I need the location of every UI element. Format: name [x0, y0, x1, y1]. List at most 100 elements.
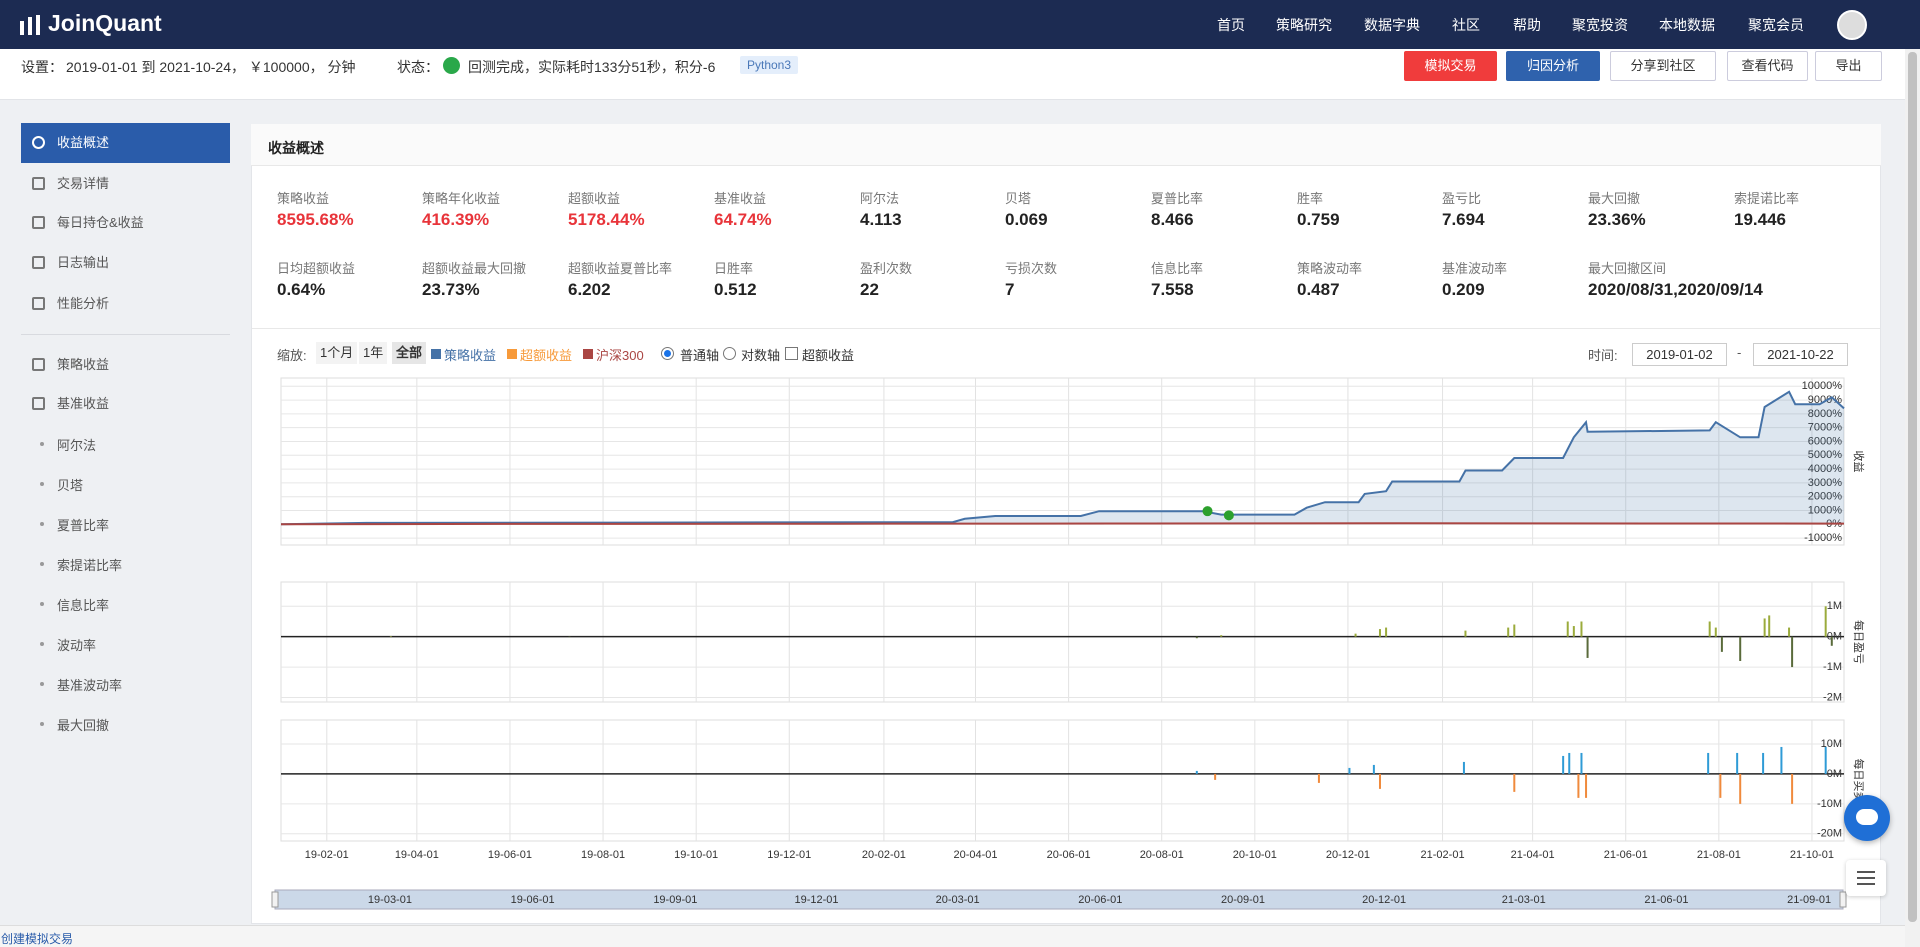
metric-label: 夏普比率 — [1151, 191, 1204, 206]
radio[interactable] — [723, 347, 736, 360]
metric-value: 5178.44% — [568, 210, 645, 229]
excess-option[interactable]: 超额收益 — [802, 348, 855, 363]
legend-entry[interactable]: 超额收益 — [520, 348, 573, 363]
nav-item[interactable]: 聚宽投资 — [1572, 17, 1628, 33]
metric-label: 最大回撤区间 — [1588, 261, 1667, 276]
metric-value: 0.209 — [1442, 280, 1485, 299]
metric-label: 超额收益最大回撤 — [422, 261, 527, 276]
bullet — [40, 642, 44, 646]
sidebar-subitem[interactable]: 阿尔法 — [57, 438, 97, 453]
nav-item[interactable]: 数据字典 — [1364, 17, 1420, 33]
panel-title: 收益概述 — [268, 140, 324, 156]
zoom-label: 缩放: — [277, 348, 307, 363]
divider — [252, 328, 1880, 329]
metric-label: 日均超额收益 — [277, 261, 356, 276]
sidebar-subitem[interactable]: 信息比率 — [57, 598, 110, 613]
metric-label: 盈利次数 — [860, 261, 913, 276]
status-icon — [443, 57, 460, 74]
sidebar-subitem[interactable]: 基准波动率 — [57, 678, 123, 693]
sidebar-subitem[interactable]: 贝塔 — [57, 478, 84, 493]
icon — [32, 397, 45, 410]
metric-value: 6.202 — [568, 280, 611, 299]
start-date[interactable]: 2019-01-02 — [1632, 343, 1727, 366]
sidebar-item[interactable]: 性能分析 — [21, 284, 230, 324]
radio[interactable] — [661, 347, 674, 360]
metric-label: 索提诺比率 — [1734, 191, 1800, 206]
metric-value: 0.512 — [714, 280, 757, 299]
end-date[interactable]: 2021-10-22 — [1753, 343, 1848, 366]
metric-value: 7.558 — [1151, 280, 1194, 299]
checkbox[interactable] — [785, 347, 798, 360]
footer-link[interactable]: 创建模拟交易 — [1, 932, 74, 946]
status-bar: 创建模拟交易 — [0, 925, 1905, 947]
metric-value: 23.73% — [422, 280, 480, 299]
bullet — [40, 682, 44, 686]
metric-value: 0.069 — [1005, 210, 1048, 229]
bullet — [40, 722, 44, 726]
icon — [32, 177, 45, 190]
sidebar-item[interactable]: 基准收益 — [21, 384, 230, 424]
legend-entry[interactable]: 策略收益 — [444, 348, 497, 363]
metric-value: 22 — [860, 280, 879, 299]
legend-swatch — [507, 349, 517, 359]
sidebar-item[interactable]: 策略收益 — [21, 345, 230, 385]
metric-value: 8595.68% — [277, 210, 354, 229]
nav-item[interactable]: 首页 — [1217, 17, 1245, 33]
sidebar-subitem[interactable]: 夏普比率 — [57, 518, 110, 533]
logo-icon — [20, 15, 40, 35]
attribution-button[interactable]: 归因分析 — [1506, 51, 1600, 81]
settings-text: 2019-01-01 到 2021-10-24， ￥100000， 分钟 — [66, 59, 356, 75]
status-label: 状态： — [397, 59, 439, 75]
zoom-button[interactable]: 1个月 — [316, 342, 358, 364]
nav-item[interactable]: 帮助 — [1513, 17, 1541, 33]
avatar[interactable] — [1837, 10, 1867, 40]
sidebar-subitem[interactable]: 最大回撤 — [57, 718, 110, 733]
sidebar-item[interactable]: 日志输出 — [21, 243, 230, 283]
metric-value: 0.64% — [277, 280, 326, 299]
metric-label: 胜率 — [1297, 191, 1324, 206]
axis-option[interactable]: 对数轴 — [741, 348, 781, 363]
share-button[interactable]: 分享到社区 — [1610, 51, 1716, 81]
metric-value: 0.759 — [1297, 210, 1340, 229]
scrollbar-thumb[interactable] — [1908, 52, 1917, 922]
bullet — [40, 562, 44, 566]
metric-label: 信息比率 — [1151, 261, 1204, 276]
nav-item[interactable]: 本地数据 — [1659, 17, 1715, 33]
zoom-button[interactable]: 1年 — [359, 342, 388, 364]
bullet — [40, 522, 44, 526]
sidebar-item[interactable]: 交易详情 — [21, 164, 230, 204]
metric-value: 0.487 — [1297, 280, 1340, 299]
metric-label: 超额收益 — [568, 191, 621, 206]
nav-item[interactable]: 策略研究 — [1276, 17, 1332, 33]
view-code-button[interactable]: 查看代码 — [1727, 51, 1808, 81]
icon — [32, 297, 45, 310]
settings-label: 设置： — [21, 59, 63, 75]
metric-value: 8.466 — [1151, 210, 1194, 229]
legend-entry[interactable]: 沪深300 — [596, 348, 644, 363]
nav-item[interactable]: 聚宽会员 — [1748, 17, 1804, 33]
sidebar-subitem[interactable]: 波动率 — [57, 638, 97, 653]
sim-trade-button[interactable]: 模拟交易 — [1404, 51, 1497, 81]
sidebar-item[interactable]: 每日持仓&收益 — [21, 203, 230, 243]
lang-badge: Python3 — [740, 56, 799, 74]
menu-button[interactable] — [1846, 860, 1886, 896]
legend-swatch — [583, 349, 593, 359]
nav-item[interactable]: 社区 — [1452, 17, 1480, 33]
metric-label: 基准波动率 — [1442, 261, 1508, 276]
sidebar-subitem[interactable]: 索提诺比率 — [57, 558, 123, 573]
metric-label: 基准收益 — [714, 191, 767, 206]
legend-swatch — [431, 349, 441, 359]
logo[interactable]: JoinQuant — [48, 10, 162, 36]
metric-value: 23.36% — [1588, 210, 1646, 229]
chat-button[interactable] — [1844, 795, 1890, 841]
icon — [32, 256, 45, 269]
bullet — [40, 602, 44, 606]
axis-option[interactable]: 普通轴 — [680, 348, 720, 363]
export-button[interactable]: 导出 — [1815, 51, 1882, 81]
metric-label: 策略年化收益 — [422, 191, 501, 206]
bullet — [40, 442, 44, 446]
metric-label: 超额收益夏普比率 — [568, 261, 673, 276]
sidebar-item[interactable]: 收益概述 — [21, 123, 230, 163]
zoom-button[interactable]: 全部 — [392, 342, 427, 364]
